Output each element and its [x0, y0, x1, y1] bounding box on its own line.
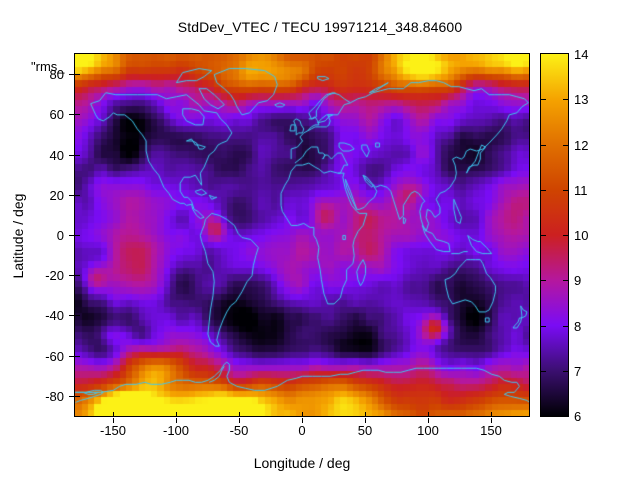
y-tick-label: 0 — [56, 228, 64, 243]
colorbar-tick-mark — [563, 235, 568, 236]
y-tick-mark — [75, 275, 80, 276]
x-axis-title: Longitude / deg — [253, 455, 351, 471]
colorbar-tick-label: 6 — [574, 409, 582, 424]
x-tick-mark — [239, 418, 240, 423]
colorbar-tick-label: 11 — [574, 183, 588, 198]
y-tick-mark — [69, 74, 74, 75]
y-tick-mark — [75, 396, 80, 397]
x-tick-label: 0 — [298, 423, 306, 438]
x-tick-label: -100 — [162, 423, 190, 438]
x-tick-mark — [113, 418, 114, 423]
y-tick-mark — [69, 155, 74, 156]
y-tick-label: -40 — [45, 308, 64, 323]
colorbar-tick-label: 9 — [574, 273, 582, 288]
x-tick-mark — [176, 412, 177, 417]
y-tick-mark — [69, 235, 74, 236]
x-tick-label: -150 — [99, 423, 127, 438]
colorbar-tick-mark — [563, 371, 568, 372]
y-axis-title: Latitude / deg — [10, 193, 26, 279]
y-tick-mark — [75, 315, 80, 316]
heatmap-plot-area — [74, 53, 530, 417]
x-tick-label: 50 — [357, 423, 373, 438]
colorbar-tick-mark — [541, 235, 546, 236]
colorbar-tick-mark — [563, 145, 568, 146]
x-tick-mark — [176, 418, 177, 423]
y-tick-mark — [75, 114, 80, 115]
x-tick-mark — [428, 418, 429, 423]
colorbar-tick-mark — [541, 280, 546, 281]
x-tick-mark — [365, 412, 366, 417]
colorbar-tick-mark — [563, 99, 568, 100]
y-tick-label: -60 — [45, 349, 64, 364]
y-tick-label: 20 — [49, 188, 64, 203]
y-tick-label: -80 — [45, 389, 64, 404]
colorbar-tick-mark — [541, 145, 546, 146]
colorbar-tick-label: 7 — [574, 364, 582, 379]
y-tick-mark — [75, 235, 80, 236]
colorbar-tick-label: 13 — [574, 92, 589, 107]
y-tick-mark — [69, 315, 74, 316]
x-tick-mark — [428, 412, 429, 417]
colorbar-tick-mark — [541, 99, 546, 100]
colorbar-tick-mark — [541, 371, 546, 372]
colorbar-tick-label: 14 — [574, 47, 589, 62]
x-tick-mark — [302, 412, 303, 417]
colorbar-tick-mark — [541, 190, 546, 191]
x-tick-mark — [239, 412, 240, 417]
x-tick-label: 100 — [417, 423, 439, 438]
stray-text-artifact: "rms_ — [31, 59, 65, 74]
y-tick-mark — [69, 275, 74, 276]
colorbar-tick-mark — [541, 326, 546, 327]
y-tick-mark — [75, 155, 80, 156]
y-tick-label: -20 — [45, 268, 64, 283]
x-tick-mark — [302, 418, 303, 423]
y-tick-mark — [69, 356, 74, 357]
chart-title: StdDev_VTEC / TECU 19971214_348.84600 — [177, 19, 463, 35]
y-tick-label: 40 — [49, 148, 64, 163]
x-tick-mark — [491, 412, 492, 417]
x-tick-label: 150 — [480, 423, 502, 438]
y-tick-label: 60 — [49, 107, 64, 122]
colorbar-tick-label: 8 — [574, 319, 582, 334]
y-tick-mark — [69, 396, 74, 397]
colorbar-tick-mark — [563, 190, 568, 191]
y-tick-mark — [69, 195, 74, 196]
colorbar-tick-mark — [563, 326, 568, 327]
colorbar-tick-label: 10 — [574, 228, 589, 243]
colorbar-tick-mark — [563, 280, 568, 281]
x-tick-mark — [491, 418, 492, 423]
x-tick-label: -50 — [229, 423, 249, 438]
y-tick-mark — [75, 195, 80, 196]
coastline-overlay — [75, 54, 529, 416]
y-tick-label: 80 — [49, 67, 64, 82]
x-tick-mark — [113, 412, 114, 417]
y-tick-mark — [75, 356, 80, 357]
y-tick-mark — [69, 114, 74, 115]
colorbar-tick-label: 12 — [574, 138, 589, 153]
x-tick-mark — [365, 418, 366, 423]
y-tick-mark — [75, 74, 80, 75]
